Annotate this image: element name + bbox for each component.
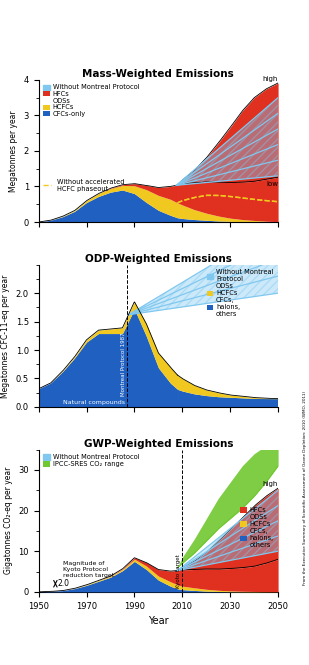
Legend: Without accelerated
HCFC phaseout: Without accelerated HCFC phaseout [42, 178, 125, 193]
Text: 2.0: 2.0 [58, 579, 70, 589]
Y-axis label: Gigatonnes CO₂-eq per year: Gigatonnes CO₂-eq per year [4, 467, 13, 575]
Text: Magnitude of
Kyoto Protocol
reduction target: Magnitude of Kyoto Protocol reduction ta… [62, 561, 114, 578]
Y-axis label: Megatonnes per year: Megatonnes per year [9, 110, 18, 192]
Text: low: low [266, 563, 278, 569]
Text: Kyoto target: Kyoto target [176, 554, 181, 588]
X-axis label: Year: Year [148, 616, 169, 626]
Text: high: high [263, 481, 278, 487]
Title: Mass-Weighted Emissions: Mass-Weighted Emissions [83, 69, 234, 79]
Text: high: high [263, 76, 278, 82]
Text: Natural compounds: Natural compounds [62, 400, 125, 406]
Y-axis label: Megatonnes CFC-11-eq per year: Megatonnes CFC-11-eq per year [1, 274, 10, 398]
Text: Montreal Protocol 1987: Montreal Protocol 1987 [121, 332, 126, 396]
Title: ODP-Weighted Emissions: ODP-Weighted Emissions [85, 254, 232, 264]
Text: low: low [266, 182, 278, 188]
Title: GWP-Weighted Emissions: GWP-Weighted Emissions [84, 439, 233, 449]
Legend: HFCs, ODSs, HCFCs, CFCs,
halons,
others: HFCs, ODSs, HCFCs, CFCs, halons, others [239, 506, 275, 550]
Legend: Without Montreal
Protocol, ODSs, HCFCs, CFCs,
halons,
others: Without Montreal Protocol, ODSs, HCFCs, … [205, 268, 275, 319]
Text: From the Executive Summary of Scientific Assessment of Ozone Depletion: 2010 (WM: From the Executive Summary of Scientific… [303, 391, 307, 585]
